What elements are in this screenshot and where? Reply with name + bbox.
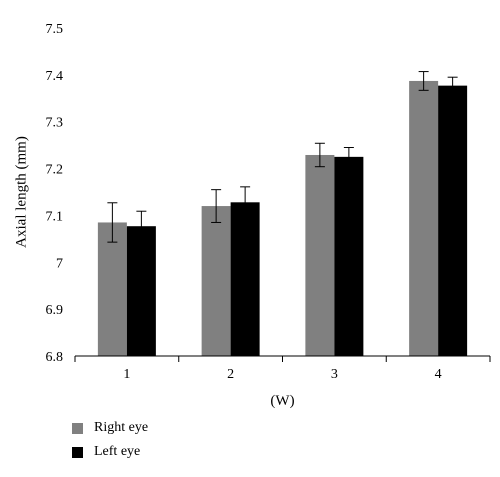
bar-right-eye-3 bbox=[305, 154, 335, 356]
x-tick-label: 4 bbox=[435, 367, 442, 382]
bar-right-eye-4 bbox=[409, 80, 439, 356]
legend-swatch-right-eye bbox=[72, 422, 83, 434]
y-tick-label: 6.9 bbox=[46, 303, 64, 318]
legend-label-right-eye: Right eye bbox=[94, 420, 149, 435]
bar-left-eye-2 bbox=[230, 202, 260, 356]
error-bars bbox=[107, 71, 458, 243]
x-axis-ticks: 1 2 3 4 bbox=[74, 356, 491, 382]
bars bbox=[97, 80, 468, 357]
x-tick-label: 2 bbox=[227, 367, 234, 382]
y-tick-label: 7 bbox=[56, 256, 63, 271]
legend-swatch-left-eye bbox=[72, 446, 83, 458]
x-tick-label: 3 bbox=[331, 367, 338, 382]
y-tick-label: 7.4 bbox=[46, 69, 64, 84]
y-tick-label: 7.1 bbox=[46, 209, 64, 224]
x-tick-label: 1 bbox=[123, 367, 130, 382]
y-tick-label: 7.3 bbox=[46, 116, 64, 131]
y-axis-ticks: 6.8 6.9 7 7.1 7.2 7.3 7.4 7.5 bbox=[46, 22, 64, 365]
legend-label-left-eye: Left eye bbox=[94, 444, 141, 459]
y-tick-label: 7.5 bbox=[46, 22, 64, 37]
legend-item-right-eye: Right eye bbox=[72, 418, 148, 438]
bar-right-eye-2 bbox=[201, 206, 231, 356]
x-axis-title: (W) bbox=[270, 393, 294, 409]
bar-left-eye-4 bbox=[438, 85, 468, 357]
bar-right-eye-1 bbox=[97, 222, 127, 356]
bar-left-eye-3 bbox=[334, 156, 364, 356]
y-axis-title: Axial length (mm) bbox=[13, 136, 29, 248]
y-tick-label: 6.8 bbox=[46, 350, 64, 365]
y-tick-label: 7.2 bbox=[46, 163, 64, 178]
bar-left-eye-1 bbox=[126, 226, 156, 356]
legend: Right eye Left eye bbox=[72, 418, 148, 466]
legend-item-left-eye: Left eye bbox=[72, 442, 148, 462]
